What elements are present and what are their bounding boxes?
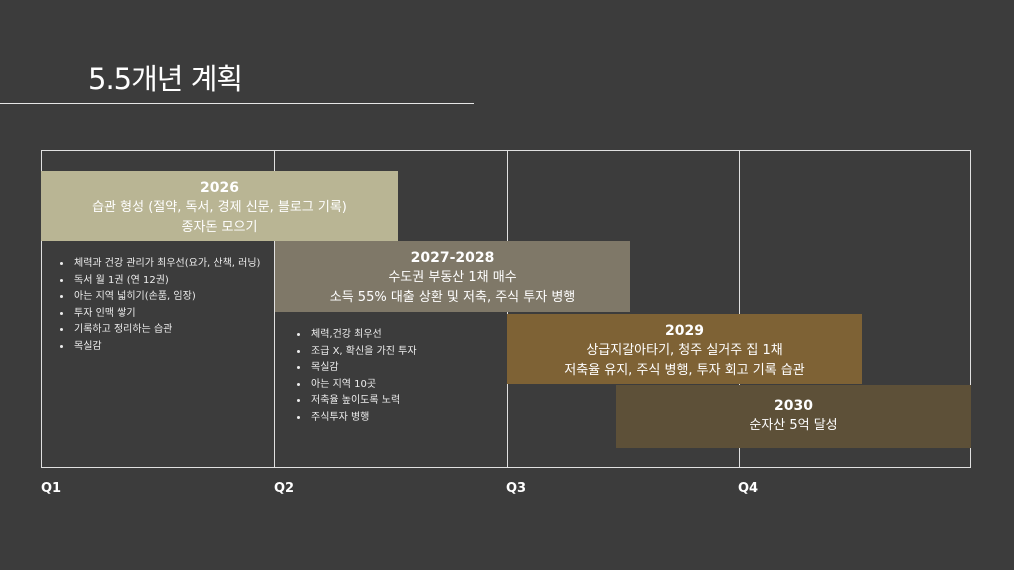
- list-item: 아는 지역 10곳: [309, 377, 509, 394]
- plan-band-2029: 2029 상급지갈아타기, 청주 실거주 집 1채 저축율 유지, 주식 병행,…: [507, 314, 862, 384]
- plan-band-2027-2028: 2027-2028 수도권 부동산 1채 매수 소득 55% 대출 상환 및 저…: [275, 241, 630, 312]
- quarter-label-q4: Q4: [738, 481, 759, 496]
- notes-list-2026: 체력과 건강 관리가 최우선(요가, 산책, 러닝) 독서 월 1권 (연 12…: [60, 256, 272, 355]
- band-line: 수도권 부동산 1채 매수: [388, 270, 517, 285]
- band-line: 습관 형성 (절약, 독서, 경제 신문, 블로그 기록): [92, 200, 347, 215]
- band-year: 2026: [200, 180, 239, 196]
- timeline-divider-q4: [739, 150, 740, 468]
- list-item: 목실감: [309, 360, 509, 377]
- plan-band-2030: 2030 순자산 5억 달성: [616, 385, 971, 448]
- timeline-divider-q2: [274, 150, 275, 468]
- page-title: 5.5개년 계획: [88, 62, 243, 96]
- band-year: 2027-2028: [410, 250, 495, 266]
- band-line: 소득 55% 대출 상환 및 저축, 주식 투자 병행: [329, 290, 576, 305]
- list-item: 기록하고 정리하는 습관: [72, 322, 272, 339]
- title-underline: [0, 103, 474, 104]
- plan-band-2026: 2026 습관 형성 (절약, 독서, 경제 신문, 블로그 기록) 종자돈 모…: [41, 171, 398, 241]
- list-item: 독서 월 1권 (연 12권): [72, 273, 272, 290]
- band-year: 2030: [774, 398, 813, 414]
- list-item: 저축율 높이도록 노력: [309, 393, 509, 410]
- timeline-frame: [41, 150, 971, 468]
- list-item: 아는 지역 넓히기(손품, 임장): [72, 289, 272, 306]
- list-item: 체력,건강 최우선: [309, 327, 509, 344]
- list-item: 목실감: [72, 339, 272, 356]
- list-item: 주식투자 병행: [309, 410, 509, 427]
- notes-list-2027-2028: 체력,건강 최우선 조급 X, 확신을 가진 투자 목실감 아는 지역 10곳 …: [297, 327, 509, 426]
- band-year: 2029: [665, 323, 704, 339]
- quarter-label-q3: Q3: [506, 481, 527, 496]
- band-line: 순자산 5억 달성: [749, 418, 838, 433]
- band-line: 상급지갈아타기, 청주 실거주 집 1채: [586, 343, 783, 358]
- quarter-label-q1: Q1: [41, 481, 62, 496]
- band-line: 종자돈 모으기: [181, 220, 258, 235]
- list-item: 투자 인맥 쌓기: [72, 306, 272, 323]
- list-item: 조급 X, 확신을 가진 투자: [309, 344, 509, 361]
- quarter-label-q2: Q2: [274, 481, 295, 496]
- list-item: 체력과 건강 관리가 최우선(요가, 산책, 러닝): [72, 256, 272, 273]
- band-line: 저축율 유지, 주식 병행, 투자 회고 기록 습관: [564, 363, 805, 378]
